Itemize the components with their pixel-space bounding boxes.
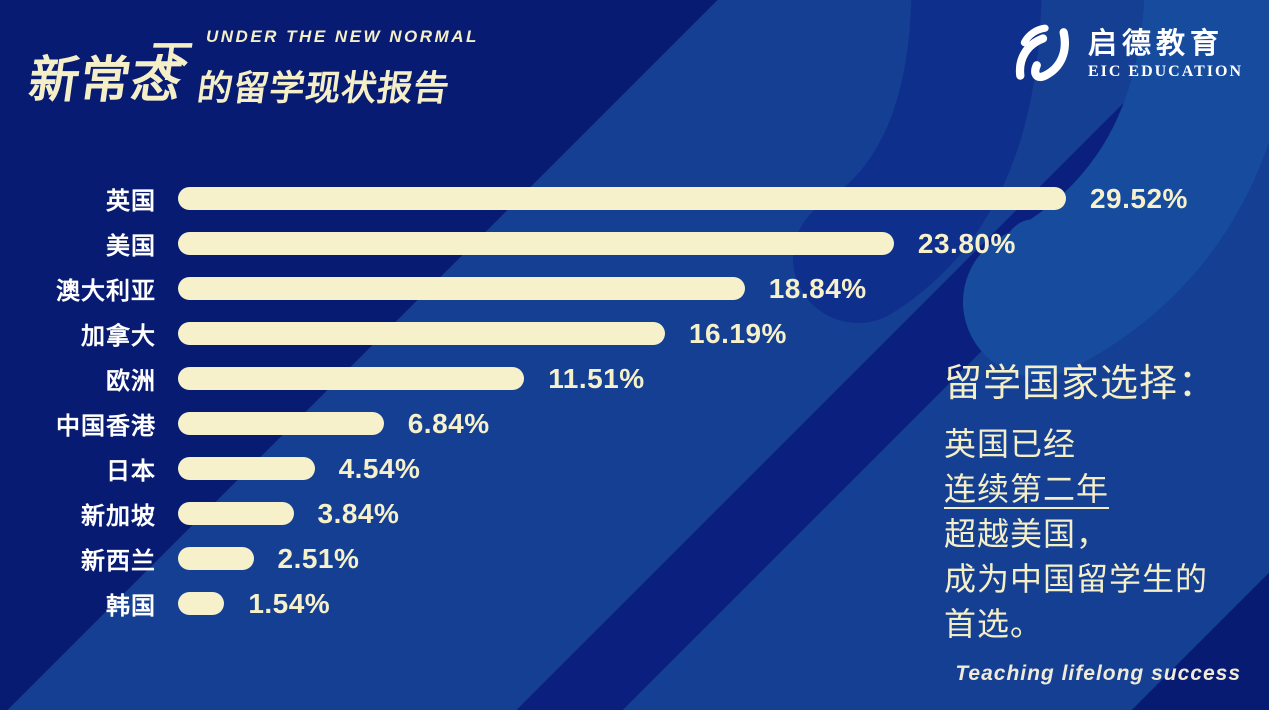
chart-row: 美国 23.80% [30, 221, 1240, 266]
brand-tagline: Teaching lifelong success [955, 662, 1241, 685]
bar [178, 592, 225, 615]
bar-value: 3.84% [317, 497, 400, 529]
chart-row: 加拿大 16.19% [30, 311, 1240, 356]
bar-category-label: 欧洲 [106, 368, 156, 395]
bar-category-label: 日本 [106, 458, 156, 485]
annotation-heading: 留学国家选择： [944, 363, 1218, 405]
bar-value: 16.19% [688, 317, 787, 349]
annotation-lines: 英国已经连续第二年超越美国， 成为中国留学生的 首选。 [944, 422, 1254, 647]
brand-name-cn: 启德教育 [1087, 28, 1224, 61]
annotation-line: 英国已经 [944, 425, 1077, 462]
annotation-line: 成为中国留学生的 [944, 560, 1209, 597]
bar [178, 232, 894, 255]
bar-value: 18.84% [768, 272, 867, 304]
bar-category-label: 澳大利亚 [56, 278, 156, 305]
bar [178, 502, 294, 525]
bar-value: 23.80% [917, 227, 1016, 259]
bar [178, 367, 525, 390]
chart-row: 英国 29.52% [30, 176, 1240, 221]
bar [178, 187, 1066, 210]
title-cn-xia: 下 [146, 38, 195, 85]
bar-value: 4.54% [338, 452, 421, 484]
bar [178, 412, 384, 435]
bar [178, 547, 254, 570]
bar-value: 6.84% [407, 407, 490, 439]
bar-value: 2.51% [277, 542, 360, 574]
annotation-line: 连续第二年 [944, 470, 1110, 507]
bar-category-label: 美国 [106, 233, 156, 260]
bar-category-label: 新加坡 [81, 503, 156, 530]
bar-category-label: 英国 [106, 188, 156, 215]
brand-name-en: EIC EDUCATION [1087, 62, 1243, 80]
brand-logo: 启德教育 EIC EDUCATION [1012, 22, 1243, 88]
annotation-block: 留学国家选择： 英国已经连续第二年超越美国， 成为中国留学生的 首选。 [944, 362, 1254, 647]
bar-value: 11.51% [548, 362, 645, 394]
subtitle-en: UNDER THE NEW NORMAL [206, 27, 479, 46]
bar-category-label: 中国香港 [56, 413, 156, 440]
bar [178, 322, 665, 345]
bar-category-label: 加拿大 [81, 323, 156, 350]
bar-category-label: 新西兰 [81, 548, 156, 575]
title-cn-rest: 的留学现状报告 [194, 69, 453, 108]
bar [178, 277, 745, 300]
bar-value: 29.52% [1089, 182, 1188, 214]
bar [178, 457, 315, 480]
eic-flower-icon [1015, 24, 1069, 82]
annotation-line: 首选。 [944, 605, 1044, 642]
chart-row: 澳大利亚 18.84% [30, 266, 1240, 311]
bar-category-label: 韩国 [106, 593, 156, 620]
annotation-line: 超越美国， [944, 515, 1110, 552]
bar-value: 1.54% [248, 587, 331, 619]
